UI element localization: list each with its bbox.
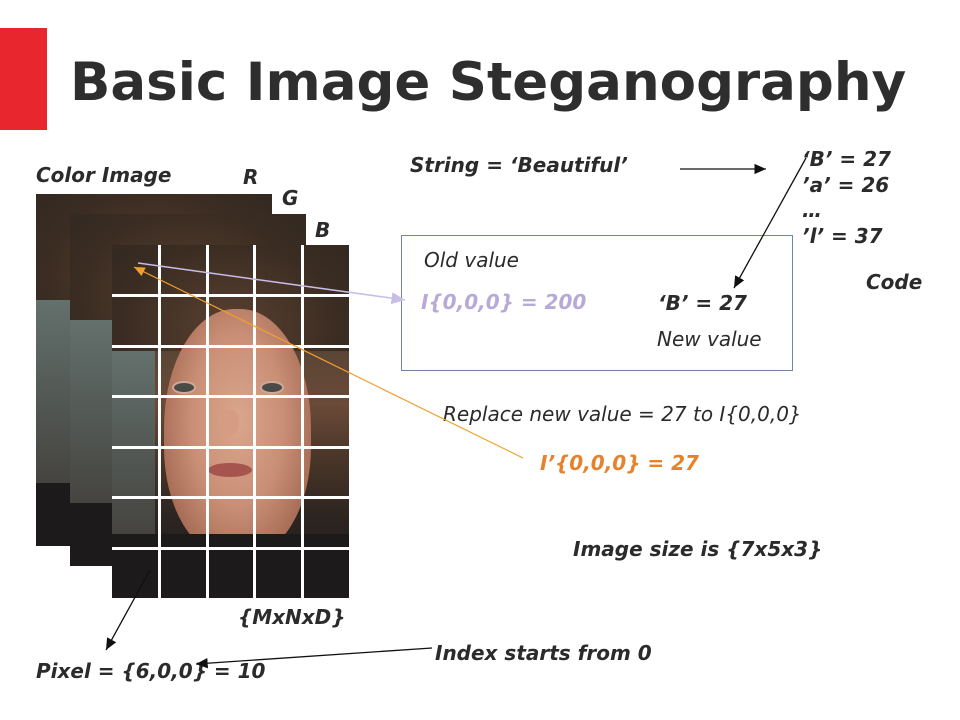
code-caption: Code	[866, 270, 923, 294]
lips	[208, 463, 252, 477]
index-note-arrow	[195, 647, 433, 669]
code-b: ‘B’ = 27	[802, 147, 891, 171]
color-image-label: Color Image	[36, 163, 172, 187]
channel-b-label: B	[315, 218, 331, 242]
result-to-pixel-arrow	[133, 266, 524, 459]
grid-line-horizontal	[112, 446, 349, 449]
eye-left	[174, 383, 194, 392]
dimension-label: {MxNxD}	[238, 605, 346, 629]
accent-bar	[0, 28, 47, 130]
code-ellipsis: …	[802, 198, 822, 222]
image-layer-b	[112, 245, 349, 598]
grid-line-vertical	[253, 245, 256, 598]
old-value: I{0,0,0} = 200	[421, 290, 587, 314]
grid-line-vertical	[158, 245, 161, 598]
image-size-label: Image size is {7x5x3}	[573, 537, 823, 561]
code-a: ’a’ = 26	[802, 173, 890, 197]
eye-right	[262, 383, 282, 392]
result-value: I’{0,0,0} = 27	[540, 451, 699, 475]
grid-line-horizontal	[112, 294, 349, 297]
grid-line-horizontal	[112, 345, 349, 348]
code-to-new-value-arrow	[733, 157, 807, 289]
new-value-label: New value	[657, 327, 762, 351]
code-l: ’l’ = 37	[802, 224, 883, 248]
channel-g-label: G	[282, 186, 299, 210]
grid-line-vertical	[301, 245, 304, 598]
old-value-label: Old value	[424, 248, 519, 272]
index-note: Index starts from 0	[435, 641, 652, 665]
string-definition: String = ‘Beautiful’	[410, 153, 628, 177]
grid-line-vertical	[206, 245, 209, 598]
grid-line-horizontal	[112, 547, 349, 550]
grid-line-horizontal	[112, 496, 349, 499]
replace-instruction: Replace new value = 27 to I{0,0,0}	[443, 402, 802, 426]
pixel-label: Pixel = {6,0,0} = 10	[36, 659, 266, 683]
nose	[219, 410, 239, 436]
grid-line-horizontal	[112, 395, 349, 398]
pixel-label-arrow	[105, 569, 151, 651]
slide-title: Basic Image Steganography	[70, 52, 907, 113]
pixel-to-old-value-arrow	[137, 262, 406, 305]
new-code: ‘B’ = 27	[658, 291, 747, 315]
channel-r-label: R	[243, 165, 259, 189]
